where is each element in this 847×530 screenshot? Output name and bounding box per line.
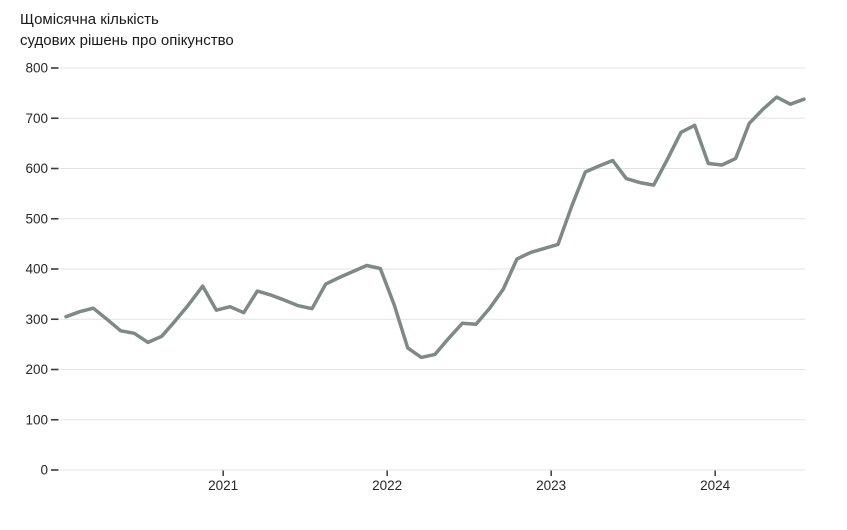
- y-axis-label-200: 200: [25, 362, 48, 377]
- y-axis-label-400: 400: [25, 262, 48, 277]
- y-axis-label-0: 0: [40, 463, 48, 478]
- x-axis-label-2022: 2022: [372, 478, 402, 493]
- y-axis-label-100: 100: [25, 412, 48, 427]
- x-axis-label-2023: 2023: [536, 478, 566, 493]
- chart-title: Щомісячна кількість судових рішень про о…: [20, 9, 234, 51]
- x-axis-label-2024: 2024: [700, 478, 731, 493]
- y-axis-label-800: 800: [25, 61, 48, 76]
- y-axis-label-500: 500: [25, 211, 48, 226]
- y-axis-label-600: 600: [25, 161, 48, 176]
- chart-title-line2: судових рішень про опікунство: [20, 32, 234, 49]
- y-axis-label-700: 700: [25, 111, 48, 126]
- chart-title-line1: Щомісячна кількість: [20, 11, 159, 28]
- y-axis-label-300: 300: [25, 312, 48, 327]
- data-line: [64, 95, 806, 360]
- x-axis-label-2021: 2021: [208, 478, 238, 493]
